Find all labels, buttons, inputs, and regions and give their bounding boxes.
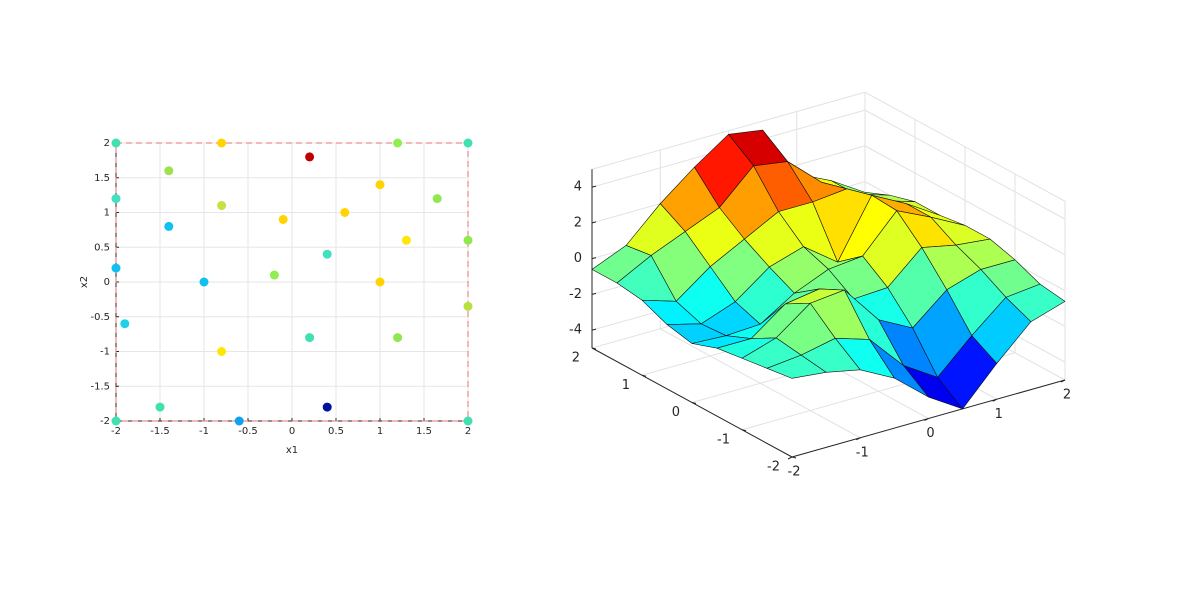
point — [111, 416, 121, 426]
x-tick-label: 0 — [926, 426, 934, 441]
x-tick-label: 1.5 — [416, 426, 432, 437]
point — [393, 138, 403, 148]
z-tick-label: 2 — [574, 215, 582, 230]
point — [393, 333, 403, 343]
point — [278, 214, 288, 224]
y-tick-label: -0.5 — [90, 312, 110, 323]
point — [463, 301, 473, 311]
z-tick-label: -4 — [569, 323, 582, 338]
x-tick-label: 0.5 — [328, 426, 344, 437]
point — [375, 180, 385, 190]
x-tick-label: -1.5 — [150, 426, 170, 437]
x-tick-label: -2 — [111, 426, 121, 437]
y-axis-label: x2 — [79, 276, 90, 288]
tick-mark — [641, 374, 647, 377]
point — [463, 235, 473, 245]
box-edge — [864, 91, 1066, 202]
y-tick-label: -2 — [100, 416, 110, 427]
y-tick-label: -1.5 — [90, 381, 110, 392]
tick-mark — [591, 328, 597, 331]
x-tick-label: 1 — [995, 407, 1003, 422]
z-tick-label: 0 — [574, 251, 582, 266]
tick-mark — [856, 437, 861, 441]
y-tick-label: -1 — [717, 432, 730, 447]
y-tick-label: -2 — [767, 460, 780, 475]
tick-mark — [591, 221, 597, 224]
x-tick-label: 1 — [377, 426, 383, 437]
y-tick-label: 1 — [104, 208, 110, 219]
tick-mark — [591, 185, 597, 188]
y-tick-label: 0.5 — [94, 242, 110, 253]
point — [120, 319, 130, 329]
point — [234, 416, 244, 426]
point — [322, 402, 332, 412]
x-tick-label: 2 — [1063, 388, 1071, 403]
x-tick-label: -1 — [856, 445, 869, 460]
tick-mark — [591, 257, 597, 260]
y-tick-label: 2 — [572, 351, 580, 366]
box-edge — [591, 91, 866, 170]
point — [463, 138, 473, 148]
point — [111, 263, 121, 273]
point — [199, 277, 209, 287]
point — [164, 166, 174, 176]
y-tick-label: -1 — [100, 347, 110, 358]
point — [305, 333, 315, 343]
x-axis-label: x1 — [286, 445, 298, 456]
point — [111, 194, 121, 204]
tick-mark — [992, 398, 997, 402]
point — [401, 235, 411, 245]
y-tick-label: 0 — [672, 405, 680, 420]
y-tick-label: 2 — [104, 138, 110, 149]
grid-line — [864, 145, 1066, 256]
y-tick-label: 0 — [104, 277, 110, 288]
tick-mark — [591, 292, 597, 295]
point — [322, 249, 332, 259]
x-tick-label: -2 — [788, 465, 801, 480]
tick-mark — [791, 456, 797, 459]
point — [111, 138, 121, 148]
tick-mark — [691, 402, 697, 404]
z-tick-label: 4 — [574, 180, 582, 195]
point — [217, 201, 227, 211]
boundary — [115, 142, 469, 422]
tick-mark — [924, 418, 929, 421]
y-tick-label: 1 — [622, 378, 630, 393]
point — [164, 221, 174, 231]
x-tick-label: -1 — [199, 426, 209, 437]
tick-mark — [591, 347, 597, 350]
y-tick-label: 1.5 — [94, 173, 110, 184]
surface-patch — [766, 354, 827, 379]
point — [340, 208, 350, 217]
z-tick-label: -2 — [569, 287, 582, 302]
x-tick-label: 2 — [465, 426, 471, 437]
point — [217, 138, 227, 148]
tick-mark — [1060, 379, 1066, 383]
point — [155, 402, 165, 412]
point — [463, 416, 473, 426]
tick-mark — [787, 456, 793, 460]
x-tick-label: 0 — [289, 426, 295, 437]
x-tick-label: -0.5 — [238, 426, 258, 437]
point — [432, 194, 442, 204]
tick-mark — [741, 429, 747, 432]
point — [375, 277, 385, 287]
point — [269, 270, 279, 280]
point — [305, 152, 315, 162]
grid-line — [864, 109, 1066, 220]
point — [217, 347, 227, 356]
